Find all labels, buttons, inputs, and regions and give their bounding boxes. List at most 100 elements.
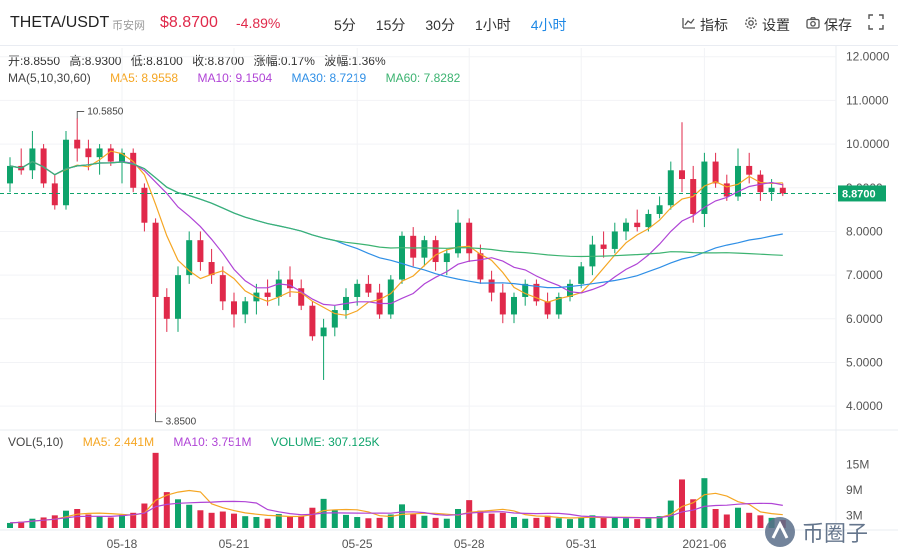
ma10-value: MA10: 9.1504 bbox=[197, 71, 273, 85]
watermark-logo: 币圈子 bbox=[760, 512, 890, 552]
candle-body bbox=[589, 244, 596, 267]
candle-body bbox=[40, 148, 47, 184]
candle-body bbox=[275, 279, 282, 297]
candle-body bbox=[130, 152, 137, 188]
indicator-chart-icon bbox=[682, 16, 696, 33]
candle-body bbox=[309, 305, 316, 337]
interval-4h[interactable]: 4小时 bbox=[530, 17, 567, 33]
high-price-annotation: 10.5850 bbox=[87, 107, 124, 118]
indicators-button[interactable]: 指标 bbox=[682, 15, 728, 35]
time-tick-label: 2021-06 bbox=[682, 537, 726, 551]
candle-body bbox=[85, 148, 92, 158]
price-tick-label: 5.0000 bbox=[846, 355, 883, 369]
candle-body bbox=[175, 275, 181, 319]
price-tick-label: 4.0000 bbox=[846, 399, 883, 413]
volume-bar bbox=[746, 512, 753, 528]
price-change: -4.89% bbox=[236, 15, 281, 31]
candle-body bbox=[399, 235, 405, 280]
volume-bar bbox=[679, 479, 685, 528]
candle-body bbox=[7, 165, 13, 184]
candle-body bbox=[410, 235, 417, 258]
symbol-title[interactable]: THETA/USDT bbox=[10, 14, 110, 31]
volume-bar bbox=[421, 515, 428, 528]
fullscreen-icon[interactable] bbox=[868, 14, 884, 35]
candle-body bbox=[723, 183, 730, 197]
ohlc-high: 高:8.9300 bbox=[69, 54, 122, 68]
candle-body bbox=[208, 262, 215, 276]
low-price-annotation: 3.8500 bbox=[166, 417, 197, 428]
candle-body bbox=[141, 187, 148, 223]
candle-body bbox=[63, 139, 69, 206]
volume-bar bbox=[387, 514, 394, 528]
volume-bar bbox=[376, 517, 383, 528]
price-tick-label: 8.0000 bbox=[846, 224, 883, 238]
volume-tick-label: 15M bbox=[846, 458, 869, 472]
volume-bar bbox=[253, 517, 260, 528]
ma-legend: MA(5,10,30,60) MA5: 8.9558 MA10: 9.1504 … bbox=[8, 71, 476, 85]
volume-ma5-line bbox=[9, 489, 783, 524]
time-tick-label: 05-28 bbox=[454, 537, 485, 551]
time-tick-label: 05-21 bbox=[219, 537, 250, 551]
candle-body bbox=[152, 222, 159, 297]
settings-button[interactable]: 设置 bbox=[744, 15, 790, 35]
volume-bar bbox=[555, 518, 562, 528]
volume-bar bbox=[611, 517, 618, 528]
volume-bar bbox=[477, 510, 484, 528]
save-button[interactable]: 保存 bbox=[806, 15, 852, 35]
volume-bar bbox=[107, 517, 114, 528]
interval-15m[interactable]: 15分 bbox=[375, 17, 406, 33]
volume-bar bbox=[51, 515, 58, 528]
volume-bar bbox=[175, 499, 181, 528]
interval-30m[interactable]: 30分 bbox=[425, 17, 455, 33]
candle-body bbox=[600, 244, 607, 249]
volume-bar bbox=[443, 518, 450, 528]
volume-bar bbox=[712, 509, 719, 528]
price-tick-label: 7.0000 bbox=[846, 268, 883, 282]
chart-tools: 指标 设置 保存 bbox=[682, 14, 898, 35]
volume-bar bbox=[96, 516, 103, 528]
price-tick-label: 10.0000 bbox=[846, 137, 890, 151]
candle-body bbox=[74, 139, 81, 149]
interval-selector: 5分 15分 30分 1小时 4小时 bbox=[334, 15, 587, 35]
volume-bar bbox=[298, 515, 305, 528]
candle-body bbox=[264, 292, 271, 297]
volume-bar bbox=[533, 517, 540, 528]
volume-bar bbox=[331, 510, 338, 528]
ma5-line bbox=[9, 150, 783, 316]
price-tick-label: 6.0000 bbox=[846, 312, 883, 326]
candle-body bbox=[623, 222, 629, 232]
volume-bar bbox=[309, 507, 316, 528]
candle-body bbox=[298, 288, 305, 306]
candle-body bbox=[567, 283, 573, 297]
candle-body bbox=[712, 161, 719, 184]
candle-body bbox=[735, 165, 741, 197]
ma10-line bbox=[9, 160, 783, 306]
volume-bar bbox=[365, 518, 372, 528]
ma60-line bbox=[9, 160, 783, 258]
volume-bar bbox=[85, 514, 92, 528]
candle-body bbox=[679, 170, 685, 180]
volume-value: VOLUME: 307.125K bbox=[270, 435, 380, 449]
candle-body bbox=[219, 275, 226, 302]
volume-bar bbox=[499, 512, 506, 528]
candle-body bbox=[656, 205, 663, 214]
annotation-leader bbox=[155, 412, 163, 423]
volume-bar bbox=[455, 509, 461, 528]
volume-bar bbox=[264, 518, 271, 528]
price-tick-label: 11.0000 bbox=[846, 93, 889, 107]
volume-bar bbox=[690, 499, 697, 528]
volume-bar bbox=[354, 517, 361, 528]
volume-bar bbox=[589, 515, 596, 528]
volume-bar bbox=[634, 519, 641, 528]
annotation-leader bbox=[76, 111, 85, 119]
interval-1h[interactable]: 1小时 bbox=[474, 17, 511, 33]
volume-bar bbox=[645, 517, 652, 528]
volume-bar bbox=[152, 452, 159, 528]
volume-bar bbox=[18, 521, 25, 528]
volume-bar bbox=[163, 492, 170, 528]
interval-5m[interactable]: 5分 bbox=[334, 17, 356, 33]
candle-body bbox=[611, 231, 618, 249]
volume-bar bbox=[544, 515, 551, 528]
volume-bar bbox=[410, 514, 417, 528]
